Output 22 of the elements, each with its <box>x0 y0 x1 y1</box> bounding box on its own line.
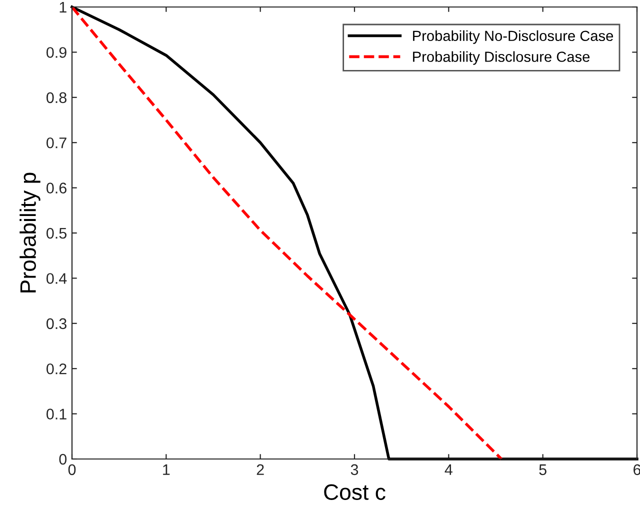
x-tick-label: 1 <box>163 464 170 475</box>
y-tick-label: 0.8 <box>46 92 66 104</box>
y-tick-label: 0.7 <box>46 137 66 148</box>
y-tick-label: 0.3 <box>46 318 66 330</box>
legend-label: Probability No-Disclosure Case <box>413 30 614 44</box>
y-tick-label: 1 <box>60 2 66 13</box>
y-tick-label: 0.1 <box>46 408 66 420</box>
y-tick-label: 0.2 <box>46 363 66 374</box>
y-tick-label: 0.6 <box>46 182 66 194</box>
y-tick-label: 0.5 <box>46 228 66 239</box>
x-tick-label: 3 <box>350 464 358 476</box>
y-axis-title: Probability p <box>20 172 40 292</box>
x-tick-label: 0 <box>68 464 76 476</box>
x-tick-label: 2 <box>256 464 264 475</box>
y-tick-label: 0.4 <box>46 273 67 284</box>
legend-label: Probability Disclosure Case <box>413 51 590 65</box>
x-tick-label: 5 <box>539 464 546 476</box>
y-tick-label: 0 <box>59 454 67 465</box>
x-axis-title: Cost c <box>324 484 386 500</box>
line-series <box>70 6 638 460</box>
x-tick-label: 4 <box>444 464 452 475</box>
y-tick-label: 0.9 <box>46 47 66 58</box>
